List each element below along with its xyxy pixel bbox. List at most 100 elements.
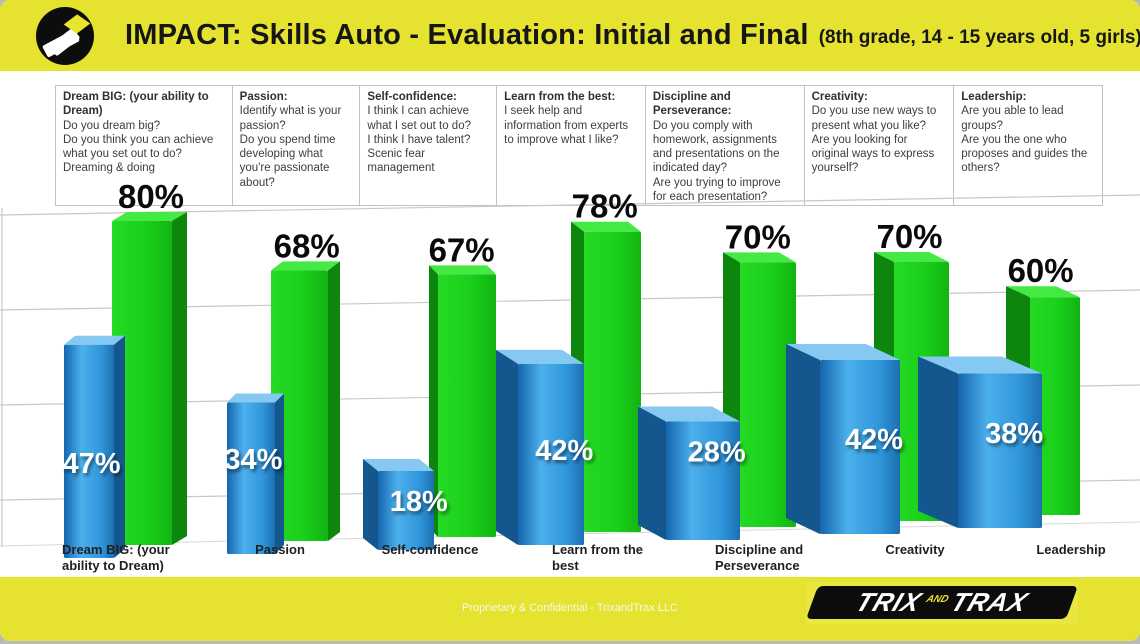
final-bar-top [874,252,949,262]
initial-bar-front [518,363,584,545]
confidential-note: Proprietary & Confidential - TrixandTrax… [461,602,678,614]
skill-header: Self-confidence: [367,91,457,103]
initial-bar-front [227,402,275,554]
initial-bar-front [666,421,740,540]
skill-question: Are you trying to improve for each prese… [652,176,781,203]
trixandtrax-wordmark: TRIX AND TRAX [805,582,1079,624]
skill-question: Are you able to lead groups? [961,105,1064,132]
initial-bar-top [638,406,740,422]
initial-bar-top [363,458,434,471]
category-label: Self-confidence [382,542,479,557]
skill-question: I seek help and information from experts… [504,105,629,146]
category-label: Dream BIG: (your ability to Dream) [62,542,170,573]
initial-bar-top [496,349,584,364]
skill-question: I think I have talent? [367,133,471,146]
final-bar-front [271,270,328,541]
final-bar-side [172,212,187,545]
final-bar-front [438,274,496,537]
initial-bar-top [786,343,900,360]
initial-bar-side [114,335,125,558]
skill-question: Are you the one who proposes and guides … [961,133,1088,175]
final-value-label: 60% [1008,252,1074,289]
skill-column-6: Creativity: Do you use new ways to presen… [805,86,955,205]
skill-question: Do you dream big? [63,119,161,132]
skill-question: Dreaming & doing [63,162,156,175]
category-label: Passion [255,542,305,557]
initial-bar-top [64,335,125,345]
category-label: Learn from the best [552,542,643,573]
gridline-60 [0,289,1140,311]
initial-bar-side [638,406,666,540]
initial-value-label: 28% [688,436,746,468]
category-label: Leadership [1036,542,1105,557]
final-bar-top [571,221,641,232]
skill-header: Dream BIG: (your ability to Dream) [63,91,209,118]
initial-bar-front [378,470,434,550]
footer-band: Proprietary & Confidential - TrixandTrax… [0,577,1140,641]
final-value-label: 67% [429,231,495,268]
skill-question: Do you spend time developing what you're… [239,133,336,189]
initial-bar-side [496,349,518,545]
initial-bar-side [918,356,958,528]
final-value-label: 70% [876,218,942,255]
gridline-80 [0,194,1140,216]
skill-column-3: Self-confidence: I think I can achieve wh… [360,86,498,205]
slide-subtitle: (8th grade, 14 - 15 years old, 5 girls) [818,26,1140,48]
skill-column-7: Leadership: Are you able to lead groups? A… [954,86,1102,205]
final-value-label: 70% [725,218,791,255]
slide-title: IMPACT: Skills Auto - Evaluation: Initia… [125,19,809,51]
final-value-label: 80% [118,178,184,215]
skills-table: Dream BIG: (your ability to Dream) Do you… [55,85,1103,206]
final-bar-front [1030,297,1080,515]
final-bar-top [723,252,796,263]
skill-column-4: Learn from the best: I seek help and info… [497,86,646,205]
skill-question: Are you looking for original ways to exp… [811,133,935,175]
category-label: Discipline and Perseverance [715,542,803,573]
skill-question: Do you use new ways to present what you … [811,105,937,132]
skill-column-1: Dream BIG: (your ability to Dream) Do you… [56,86,233,205]
bar-chart: 80% 47% Dream BIG: (your ability to Dream) 6… [0,178,1140,580]
trixandtrax-banner: TRIX AND TRAX [805,586,1079,619]
final-bar-top [429,265,496,275]
final-value-label: 68% [274,227,340,264]
initial-bar-front [64,344,114,558]
skill-header: Discipline and Perseverance: [652,91,732,118]
initial-bar-side [275,393,284,554]
title-row: IMPACT: Skills Auto - Evaluation: Initia… [125,0,1140,71]
initial-value-label: 47% [62,448,120,480]
skill-column-2: Passion: Identify what is your passion? Do… [233,86,361,205]
final-bar-top [271,261,340,271]
initial-value-label: 38% [985,418,1043,450]
skill-question: I think I can achieve what I set out to … [367,105,471,132]
skill-header: Passion: [239,91,288,103]
initial-bar-side [786,343,820,534]
skill-question: Do you think you can achieve what you se… [63,133,214,160]
initial-value-label: 18% [390,486,448,518]
final-bar-front [740,262,796,527]
initial-bar-side [363,458,378,550]
skill-header: Leadership: [961,91,1027,103]
skill-question: Identify what is your passion? [239,105,342,132]
skill-question: Do you comply with homework, assignments… [652,119,780,175]
final-bar-top [112,212,187,221]
initial-value-label: 34% [224,444,282,476]
wordmark-trix: TRIX [851,587,927,617]
skill-question: Scenic fear management [367,148,435,175]
category-label: Creativity [885,542,945,557]
trixandtrax-circle-logo-icon [36,7,94,65]
final-bar-front [112,221,172,545]
final-value-label: 78% [572,188,638,225]
initial-value-label: 42% [535,435,593,467]
skill-header: Creativity: [811,91,868,103]
header-band: IMPACT: Skills Auto - Evaluation: Initia… [0,0,1140,71]
final-bar-front [584,231,641,532]
final-bar-side [328,261,340,541]
wordmark-and: AND [924,594,951,605]
initial-bar-top [227,393,284,403]
skill-column-5: Discipline and Perseverance: Do you compl… [646,86,805,205]
wordmark-trax: TRAX [946,587,1033,617]
final-bar-top [1006,286,1080,298]
initial-bar-front [820,359,900,534]
initial-bar-top [918,356,1042,374]
